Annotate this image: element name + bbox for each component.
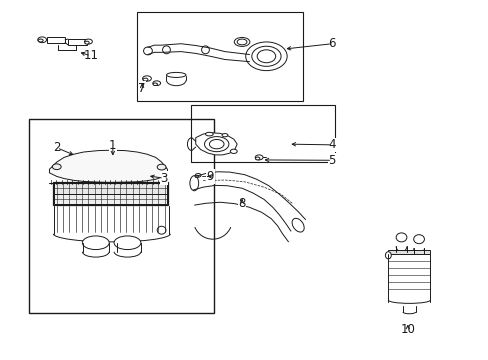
Text: 8: 8 xyxy=(238,197,245,210)
Ellipse shape xyxy=(38,39,43,42)
Ellipse shape xyxy=(291,218,304,232)
Ellipse shape xyxy=(195,174,201,177)
Ellipse shape xyxy=(195,175,198,177)
Ellipse shape xyxy=(230,149,237,153)
Text: 11: 11 xyxy=(83,49,98,62)
Bar xyxy=(29,119,214,313)
Bar xyxy=(387,250,429,253)
Ellipse shape xyxy=(205,132,213,136)
Text: 7: 7 xyxy=(138,82,145,95)
Ellipse shape xyxy=(395,233,406,242)
Text: 3: 3 xyxy=(160,172,167,185)
Ellipse shape xyxy=(204,136,228,152)
Text: 2: 2 xyxy=(53,141,61,154)
Polygon shape xyxy=(49,150,167,183)
Ellipse shape xyxy=(222,134,227,137)
Ellipse shape xyxy=(251,46,281,66)
Ellipse shape xyxy=(114,236,141,249)
Ellipse shape xyxy=(189,176,198,191)
Text: 5: 5 xyxy=(328,154,335,167)
Text: 4: 4 xyxy=(328,138,335,151)
Ellipse shape xyxy=(209,139,224,149)
Ellipse shape xyxy=(237,39,246,45)
Bar xyxy=(54,194,167,204)
Bar xyxy=(68,39,87,45)
Text: 6: 6 xyxy=(328,37,335,50)
Text: 10: 10 xyxy=(400,323,414,336)
Ellipse shape xyxy=(142,76,151,81)
Ellipse shape xyxy=(84,39,92,44)
Ellipse shape xyxy=(166,72,185,77)
Ellipse shape xyxy=(257,50,275,63)
Bar xyxy=(54,183,167,194)
Ellipse shape xyxy=(52,164,61,170)
Ellipse shape xyxy=(82,236,109,249)
Text: 9: 9 xyxy=(206,170,214,183)
Ellipse shape xyxy=(84,41,89,44)
Ellipse shape xyxy=(153,81,160,86)
Bar xyxy=(190,105,334,162)
Ellipse shape xyxy=(157,164,165,170)
Ellipse shape xyxy=(255,157,259,160)
Bar xyxy=(46,37,65,42)
Ellipse shape xyxy=(245,42,286,71)
Ellipse shape xyxy=(255,155,263,160)
Bar xyxy=(53,182,168,205)
Ellipse shape xyxy=(153,83,157,86)
Ellipse shape xyxy=(38,37,46,42)
Ellipse shape xyxy=(234,37,249,46)
Ellipse shape xyxy=(413,235,424,244)
Ellipse shape xyxy=(157,226,165,234)
Ellipse shape xyxy=(143,78,148,81)
Text: 1: 1 xyxy=(109,139,116,152)
Ellipse shape xyxy=(143,47,152,55)
Ellipse shape xyxy=(385,252,390,259)
Polygon shape xyxy=(195,133,237,155)
Bar xyxy=(137,12,303,101)
